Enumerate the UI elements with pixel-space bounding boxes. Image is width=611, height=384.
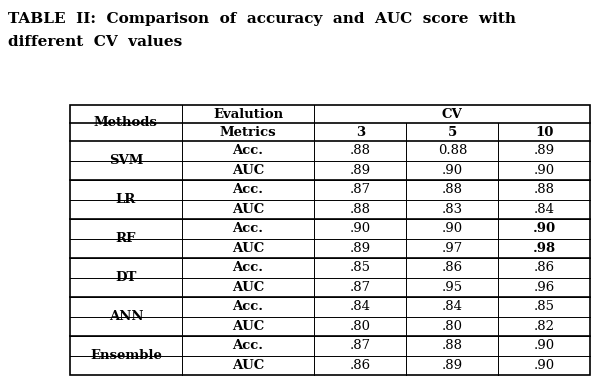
Text: .90: .90 — [533, 359, 555, 372]
Text: .90: .90 — [442, 164, 463, 177]
Text: .83: .83 — [442, 203, 463, 216]
Text: 10: 10 — [535, 126, 554, 139]
Text: .89: .89 — [442, 359, 463, 372]
Text: LR: LR — [115, 193, 136, 206]
Text: .85: .85 — [350, 261, 371, 274]
Text: RF: RF — [115, 232, 136, 245]
Text: .88: .88 — [534, 183, 555, 196]
Text: CV: CV — [442, 108, 463, 121]
Text: .90: .90 — [533, 222, 556, 235]
Text: TABLE  II:  Comparison  of  accuracy  and  AUC  score  with: TABLE II: Comparison of accuracy and AUC… — [8, 12, 516, 26]
Text: .88: .88 — [442, 183, 463, 196]
Text: AUC: AUC — [232, 281, 264, 294]
Text: .97: .97 — [442, 242, 463, 255]
Text: Evalution: Evalution — [213, 108, 283, 121]
Text: AUC: AUC — [232, 164, 264, 177]
Text: .90: .90 — [533, 164, 555, 177]
Text: .89: .89 — [350, 164, 371, 177]
Text: Acc.: Acc. — [233, 183, 263, 196]
Text: .88: .88 — [350, 144, 371, 157]
Text: 5: 5 — [448, 126, 457, 139]
Text: .86: .86 — [442, 261, 463, 274]
Text: .80: .80 — [350, 320, 371, 333]
Text: .86: .86 — [350, 359, 371, 372]
Text: .82: .82 — [534, 320, 555, 333]
Text: AUC: AUC — [232, 359, 264, 372]
Text: .86: .86 — [533, 261, 555, 274]
Text: ANN: ANN — [109, 310, 143, 323]
Text: 0.88: 0.88 — [437, 144, 467, 157]
Text: .96: .96 — [533, 281, 555, 294]
Text: .90: .90 — [533, 339, 555, 352]
Text: .87: .87 — [350, 183, 371, 196]
Text: AUC: AUC — [232, 203, 264, 216]
Text: AUC: AUC — [232, 320, 264, 333]
Text: Metrics: Metrics — [220, 126, 276, 139]
Text: Acc.: Acc. — [233, 261, 263, 274]
Text: .84: .84 — [534, 203, 555, 216]
Text: .87: .87 — [350, 339, 371, 352]
Text: different  CV  values: different CV values — [8, 35, 182, 49]
Text: .90: .90 — [350, 222, 371, 235]
Bar — [70, 105, 590, 375]
Text: .98: .98 — [533, 242, 556, 255]
Text: .89: .89 — [533, 144, 555, 157]
Text: .85: .85 — [534, 300, 555, 313]
Text: .80: .80 — [442, 320, 463, 333]
Text: Acc.: Acc. — [233, 222, 263, 235]
Text: .89: .89 — [350, 242, 371, 255]
Text: .90: .90 — [442, 222, 463, 235]
Text: .88: .88 — [442, 339, 463, 352]
Text: Acc.: Acc. — [233, 339, 263, 352]
Text: .84: .84 — [442, 300, 463, 313]
Text: AUC: AUC — [232, 242, 264, 255]
Text: .87: .87 — [350, 281, 371, 294]
Text: .84: .84 — [350, 300, 371, 313]
Text: SVM: SVM — [109, 154, 143, 167]
Text: 3: 3 — [356, 126, 365, 139]
Text: Methods: Methods — [94, 116, 158, 129]
Text: DT: DT — [115, 271, 137, 284]
Text: Acc.: Acc. — [233, 300, 263, 313]
Text: Acc.: Acc. — [233, 144, 263, 157]
Text: .95: .95 — [442, 281, 463, 294]
Text: Ensemble: Ensemble — [90, 349, 162, 362]
Text: .88: .88 — [350, 203, 371, 216]
